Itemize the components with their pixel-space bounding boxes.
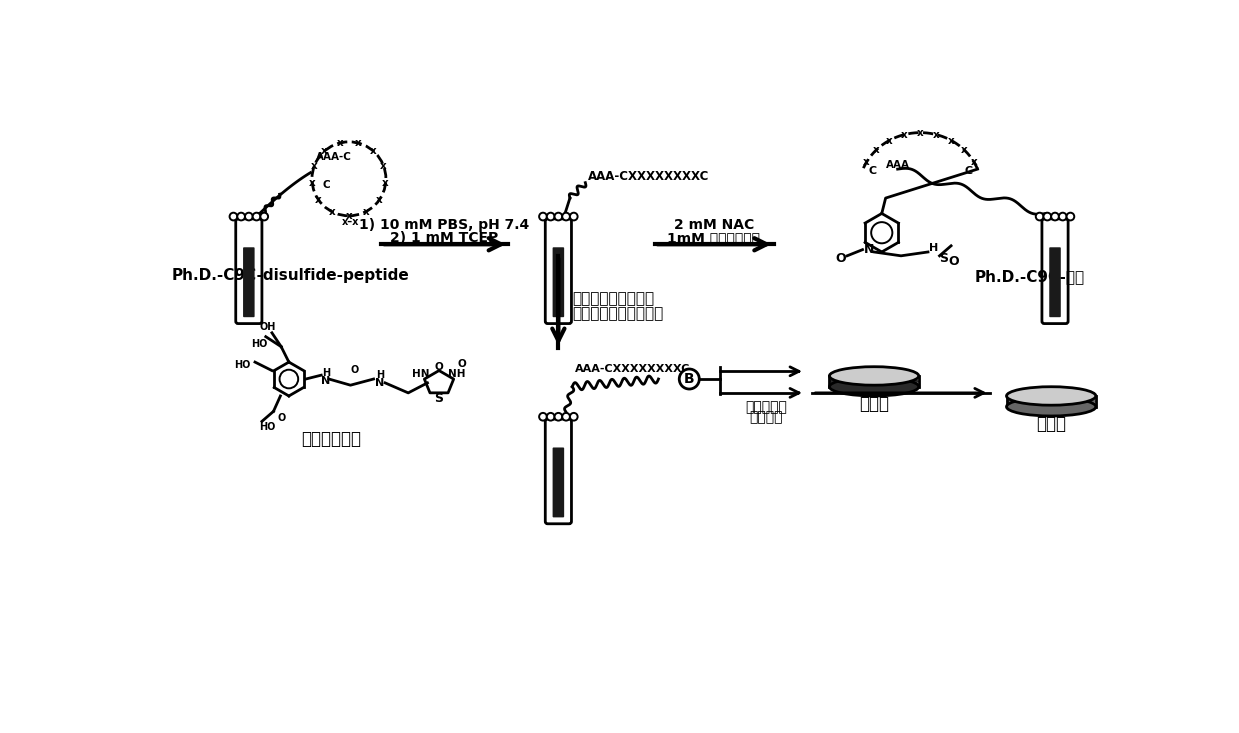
Text: N: N: [375, 378, 384, 388]
Text: x: x: [948, 136, 955, 146]
Text: x: x: [970, 157, 978, 167]
Circle shape: [229, 213, 238, 221]
FancyBboxPatch shape: [1049, 247, 1061, 317]
FancyBboxPatch shape: [553, 447, 564, 517]
Text: x: x: [886, 136, 892, 146]
Text: x: x: [311, 161, 317, 171]
Circle shape: [1051, 213, 1059, 221]
Text: H: H: [929, 243, 938, 253]
Circle shape: [563, 413, 570, 421]
Text: x: x: [354, 138, 361, 148]
Text: O: O: [435, 363, 444, 372]
Text: HO: HO: [234, 360, 250, 370]
Text: x: x: [375, 195, 383, 205]
Text: O: O: [278, 413, 285, 422]
Text: x–x: x–x: [342, 217, 359, 227]
Circle shape: [245, 213, 253, 221]
Text: N: N: [321, 375, 331, 386]
Text: OH: OH: [259, 322, 275, 331]
Ellipse shape: [829, 375, 919, 388]
Text: 2 mM NAC: 2 mM NAC: [674, 218, 755, 232]
Text: 1mM 环化反应分子: 1mM 环化反应分子: [668, 231, 761, 245]
Text: AAA: AAA: [886, 161, 911, 170]
Text: x: x: [363, 207, 369, 216]
Ellipse shape: [1006, 387, 1095, 405]
Text: O: O: [457, 358, 467, 369]
Text: HN: HN: [413, 369, 430, 379]
Ellipse shape: [829, 366, 919, 385]
Circle shape: [1036, 213, 1043, 221]
Text: x: x: [933, 130, 940, 140]
FancyBboxPatch shape: [1042, 219, 1068, 323]
Text: N: N: [864, 243, 873, 256]
Text: O: O: [351, 365, 359, 375]
Circle shape: [238, 213, 245, 221]
Circle shape: [260, 213, 268, 221]
Ellipse shape: [1006, 397, 1095, 416]
Text: NH: NH: [449, 369, 466, 379]
Circle shape: [555, 413, 563, 421]
Text: x: x: [337, 138, 343, 148]
Circle shape: [539, 413, 546, 421]
Text: x: x: [873, 145, 880, 155]
Text: AAA-CXXXXXXXXC: AAA-CXXXXXXXXC: [587, 170, 709, 183]
Text: HO: HO: [259, 421, 275, 432]
Text: C: C: [964, 166, 973, 177]
Text: x: x: [321, 146, 328, 156]
Text: x: x: [917, 128, 923, 138]
Text: 捕捾后: 捕捾后: [1036, 415, 1067, 432]
Text: O: O: [948, 254, 959, 268]
Text: 氮端半胱氨酸生物素化: 氮端半胱氨酸生物素化: [572, 306, 663, 321]
Circle shape: [570, 413, 577, 421]
Text: H: H: [375, 370, 384, 380]
Text: 生物素化分子: 生物素化分子: [301, 430, 362, 448]
Text: Ph.D.-C9C-disulfide-peptide: Ph.D.-C9C-disulfide-peptide: [172, 268, 410, 282]
Text: 2) 1 mM TCEP: 2) 1 mM TCEP: [390, 231, 498, 245]
Text: 使用生物素化分子对: 使用生物素化分子对: [572, 291, 654, 306]
Ellipse shape: [1006, 395, 1095, 408]
Text: S: S: [939, 251, 948, 265]
Text: C: C: [869, 166, 876, 177]
Text: H: H: [322, 368, 330, 377]
Circle shape: [570, 213, 577, 221]
Text: 磁性捕捾: 磁性捕捾: [750, 410, 783, 424]
Circle shape: [546, 213, 555, 221]
Circle shape: [253, 213, 260, 221]
Text: x: x: [328, 207, 335, 216]
Text: x: x: [380, 161, 387, 171]
Text: HO: HO: [252, 339, 268, 350]
Text: x: x: [961, 145, 968, 155]
Text: S: S: [435, 391, 444, 405]
Text: AAA-CXXXXXXXXC: AAA-CXXXXXXXXC: [575, 364, 690, 374]
Text: B: B: [684, 372, 695, 386]
Text: 链霛亲和素: 链霛亲和素: [746, 399, 787, 413]
Ellipse shape: [829, 377, 919, 396]
FancyBboxPatch shape: [545, 219, 571, 323]
Circle shape: [546, 413, 555, 421]
FancyBboxPatch shape: [545, 419, 571, 524]
Text: x: x: [864, 157, 870, 167]
Circle shape: [539, 213, 546, 221]
Circle shape: [679, 369, 699, 389]
Text: AAA-C: AAA-C: [316, 152, 352, 162]
Text: x: x: [901, 130, 907, 140]
Text: 捕捾前: 捕捾前: [859, 394, 890, 413]
Text: Ph.D.-C9C-环化: Ph.D.-C9C-环化: [974, 269, 1084, 284]
FancyBboxPatch shape: [243, 247, 254, 317]
Circle shape: [563, 213, 570, 221]
Text: O: O: [835, 251, 846, 265]
Text: x: x: [315, 195, 322, 205]
Text: x: x: [309, 178, 316, 188]
Circle shape: [1059, 213, 1067, 221]
Text: x: x: [383, 178, 389, 188]
Circle shape: [1067, 213, 1074, 221]
Circle shape: [555, 213, 563, 221]
Text: x: x: [346, 211, 352, 221]
Text: C: C: [322, 180, 330, 190]
FancyBboxPatch shape: [553, 247, 564, 317]
Text: x: x: [370, 146, 377, 156]
Circle shape: [1043, 213, 1051, 221]
Text: 1) 10 mM PBS, pH 7.4: 1) 10 mM PBS, pH 7.4: [359, 218, 529, 232]
FancyBboxPatch shape: [235, 219, 261, 323]
